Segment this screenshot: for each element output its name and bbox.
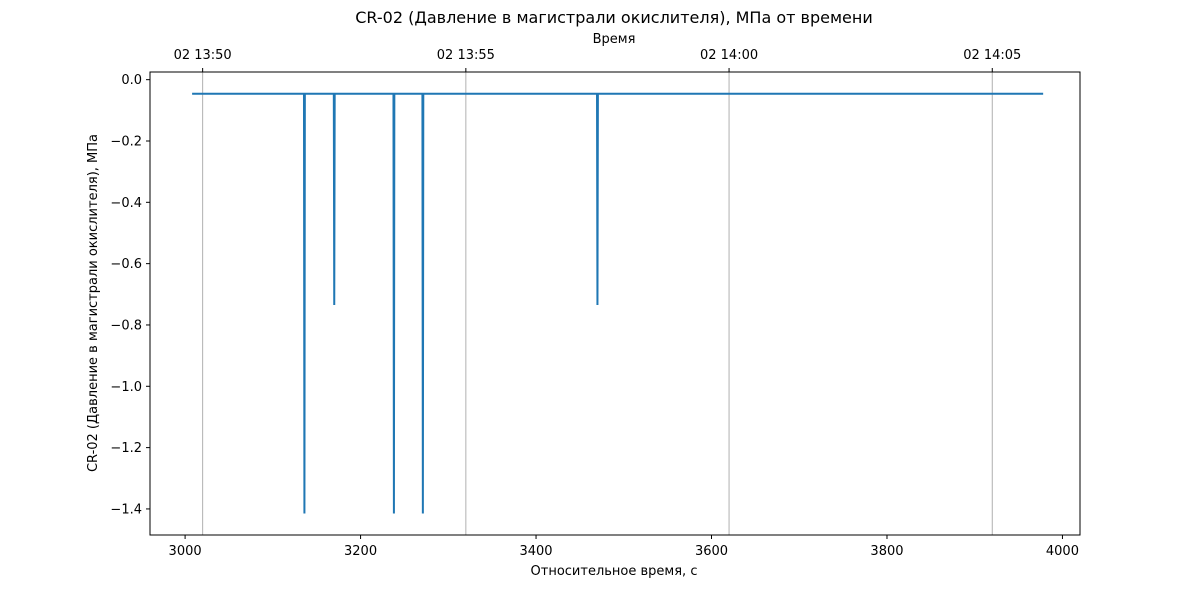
top-x-tick-label: 02 14:00 xyxy=(700,48,758,63)
y-tick-label: −1.4 xyxy=(110,502,142,517)
y-tick-label: −0.6 xyxy=(110,257,142,272)
chart-title: CR-02 (Давление в магистрали окислителя)… xyxy=(355,8,873,27)
plot-frame xyxy=(149,71,1081,536)
y-tick-label: −0.4 xyxy=(110,196,142,211)
x-tick-label: 3000 xyxy=(169,544,202,559)
y-tick-label: −0.8 xyxy=(110,318,142,333)
x-axis-label: Относительное время, с xyxy=(531,564,698,579)
grid-lines xyxy=(202,72,993,535)
top-x-tick-label: 02 13:55 xyxy=(437,48,495,63)
x-tick-label: 4000 xyxy=(1046,544,1079,559)
x-tick-label: 3400 xyxy=(519,544,552,559)
y-tick-label: −0.2 xyxy=(110,134,142,149)
x-tick-label: 3600 xyxy=(695,544,728,559)
x-tick-label: 3200 xyxy=(344,544,377,559)
y-tick-label: 0.0 xyxy=(121,73,142,88)
y-tick-label: −1.0 xyxy=(110,380,142,395)
top-x-tick-label: 02 14:05 xyxy=(963,48,1021,63)
y-tick-label: −1.2 xyxy=(110,441,142,456)
series-line xyxy=(192,92,1044,514)
x-tick-label: 3800 xyxy=(870,544,903,559)
ticks-layer: 3000 3200 3400 3600 3800 4000 02 13:50 02 13:55… xyxy=(110,48,1079,559)
top-x-tick-label: 02 13:50 xyxy=(174,48,232,63)
y-axis-label: CR-02 (Давление в магистрали окислителя)… xyxy=(86,134,101,472)
series-layer xyxy=(192,92,1044,514)
top-x-axis-label: Время xyxy=(593,32,636,47)
